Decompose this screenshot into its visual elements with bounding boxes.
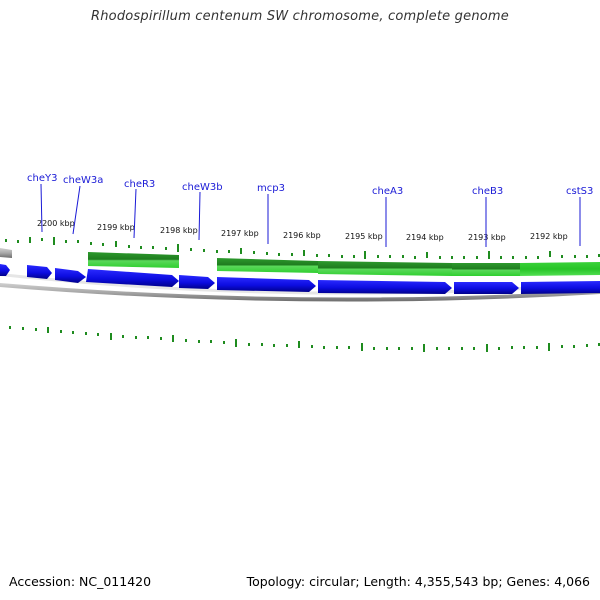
backbone-stub xyxy=(0,248,12,258)
gene-label-mcp3[interactable]: mcp3 xyxy=(257,183,285,194)
kbp-label: 2192 kbp xyxy=(530,232,568,241)
leader-line xyxy=(40,183,43,233)
gene-label-cheW3b[interactable]: cheW3b xyxy=(182,182,223,193)
feature-bar[interactable] xyxy=(520,262,600,276)
coordinate-labels: 2200 kbp 2199 kbp 2198 kbp 2197 kbp 2196… xyxy=(37,219,568,242)
cds-arrow[interactable] xyxy=(0,264,10,276)
accession-text: Accession: NC_011420 xyxy=(9,574,152,589)
cds-track xyxy=(0,264,600,294)
feature-track xyxy=(88,252,600,276)
cds-arrow[interactable] xyxy=(521,281,600,294)
feature-bar[interactable] xyxy=(318,261,452,276)
gene-labels: cheY3 cheW3a cheR3 cheW3b mcp3 cheA3 che… xyxy=(27,173,593,197)
kbp-label: 2195 kbp xyxy=(345,232,383,241)
gene-label-cstS3[interactable]: cstS3 xyxy=(566,186,593,197)
feature-bar[interactable] xyxy=(452,263,520,276)
inner-ticks xyxy=(9,326,600,352)
cds-arrow[interactable] xyxy=(217,277,316,292)
cds-arrow[interactable] xyxy=(86,269,179,287)
kbp-label: 2200 kbp xyxy=(37,219,75,228)
cds-arrow[interactable] xyxy=(318,280,452,294)
gene-label-cheR3[interactable]: cheR3 xyxy=(124,179,155,190)
gene-label-cheB3[interactable]: cheB3 xyxy=(472,186,503,197)
gene-label-cheA3[interactable]: cheA3 xyxy=(372,186,403,197)
gene-leader-lines xyxy=(40,183,581,247)
leader-line xyxy=(72,185,81,235)
gene-label-cheY3[interactable]: cheY3 xyxy=(27,173,57,184)
genome-summary: Topology: circular; Length: 4,355,543 bp… xyxy=(246,574,590,589)
cds-arrow[interactable] xyxy=(454,282,519,294)
outer-ticks xyxy=(5,237,600,259)
cds-arrow[interactable] xyxy=(27,265,52,279)
kbp-label: 2198 kbp xyxy=(160,226,198,235)
kbp-label: 2199 kbp xyxy=(97,223,135,232)
map-title: Rhodospirillum centenum SW chromosome, c… xyxy=(91,9,509,24)
feature-bar[interactable] xyxy=(88,252,179,268)
kbp-label: 2196 kbp xyxy=(283,231,321,240)
kbp-label: 2193 kbp xyxy=(468,233,506,242)
gene-label-cheW3a[interactable]: cheW3a xyxy=(63,175,103,186)
kbp-label: 2197 kbp xyxy=(221,229,259,238)
leader-line xyxy=(198,191,201,241)
leader-line xyxy=(133,188,137,239)
cds-arrow[interactable] xyxy=(55,268,86,283)
feature-bar[interactable] xyxy=(217,258,318,273)
kbp-label: 2194 kbp xyxy=(406,233,444,242)
cds-arrow[interactable] xyxy=(179,275,215,289)
backbone xyxy=(0,283,600,302)
